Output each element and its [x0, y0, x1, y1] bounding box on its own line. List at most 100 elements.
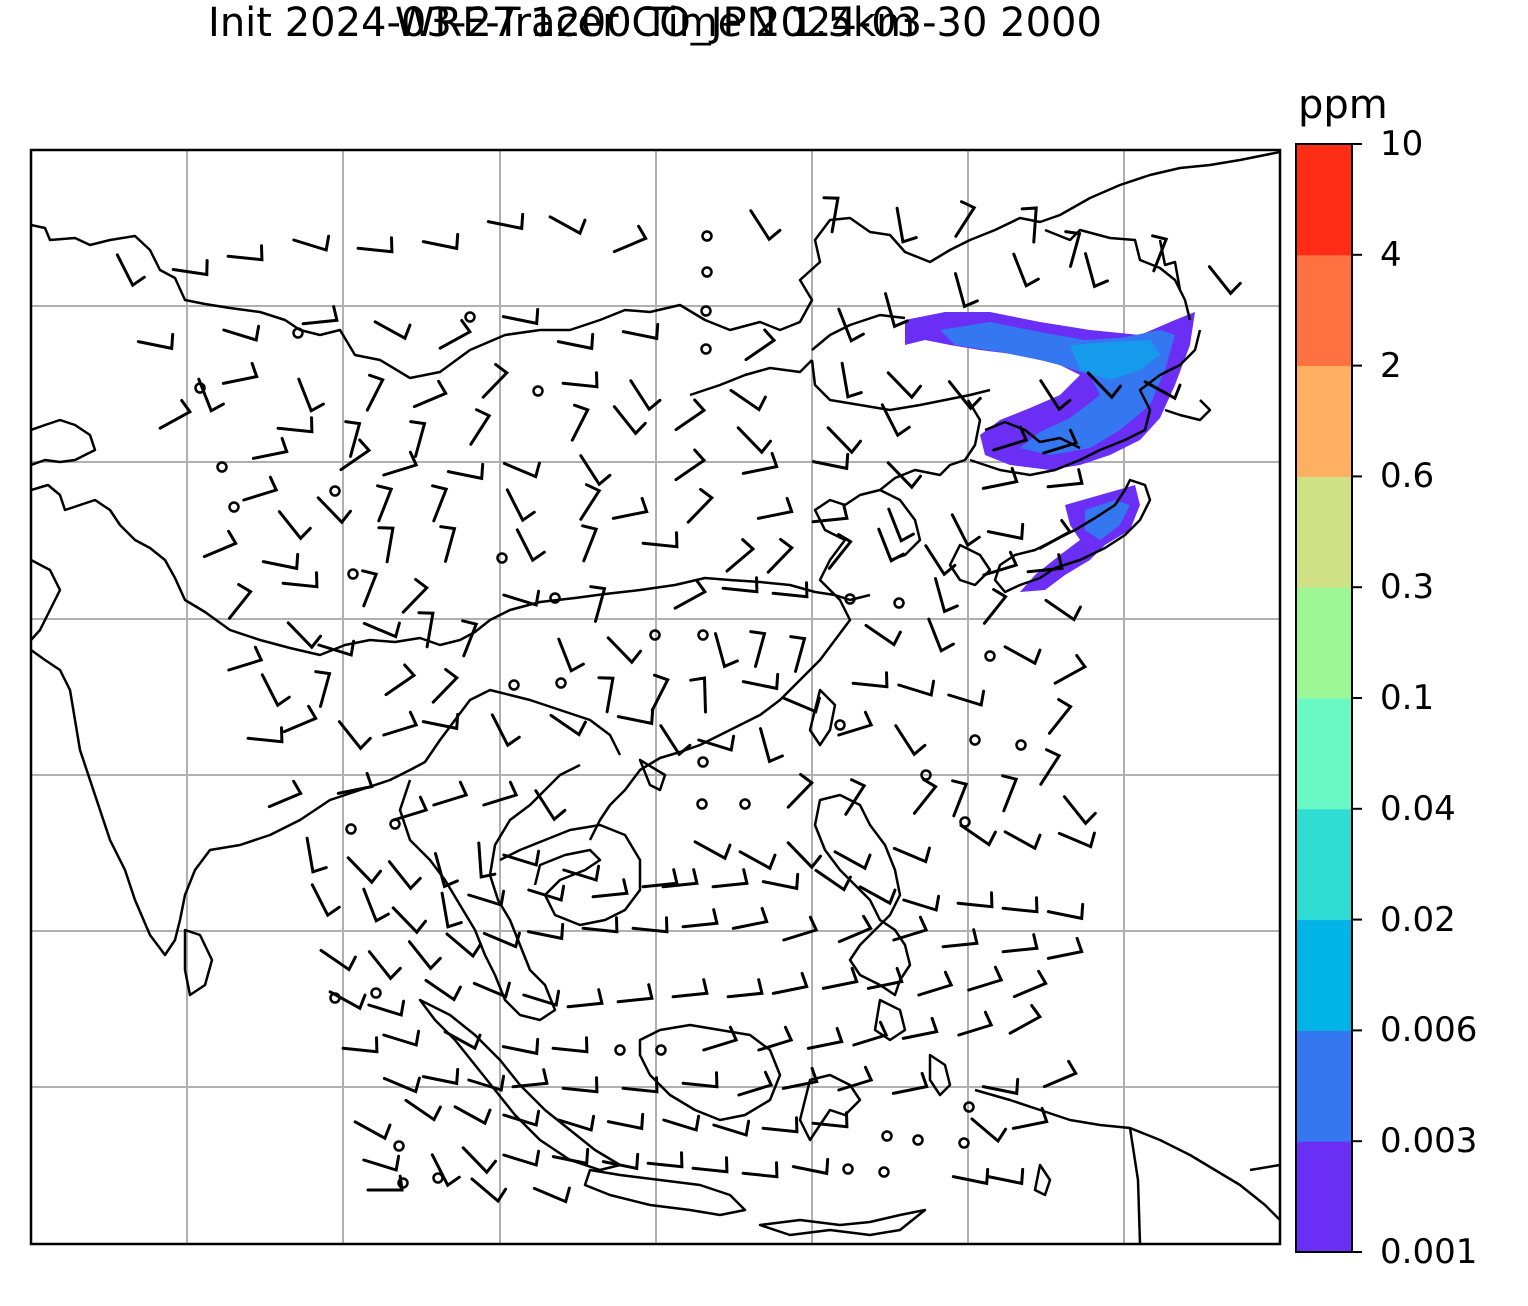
- calm-wind-circle: [555, 677, 567, 689]
- wind-barb: [891, 1071, 929, 1095]
- wind-barb: [886, 371, 922, 400]
- calm-wind-circle: [700, 305, 712, 317]
- wind-barb: [310, 883, 341, 918]
- wind-barb: [712, 1119, 751, 1137]
- wind-barb: [407, 940, 442, 971]
- wind-barb: [954, 272, 979, 309]
- wind-barb: [786, 841, 822, 870]
- colorbar-swatch: [1296, 1141, 1352, 1253]
- wind-barb: [697, 734, 736, 752]
- wind-barb: [782, 696, 821, 714]
- colorbar-tick-label: 0.6: [1380, 456, 1435, 497]
- wind-barb: [1046, 902, 1085, 921]
- wind-barb: [884, 292, 909, 329]
- wind-barb: [336, 771, 374, 795]
- wind-barb: [661, 868, 699, 889]
- wind-barb: [897, 679, 936, 697]
- wind-barb: [424, 978, 462, 1002]
- wind-barb: [467, 889, 506, 907]
- wind-barb: [421, 1067, 460, 1086]
- calm-wind-circle: [329, 485, 341, 497]
- calm-wind-circle: [649, 629, 661, 641]
- colorbar-swatch: [1296, 144, 1352, 256]
- colorbar: [1296, 143, 1362, 1253]
- wind-barb: [136, 332, 175, 351]
- wind-barb: [461, 619, 479, 658]
- wind-barb: [986, 522, 1025, 541]
- calm-circles: [194, 230, 1027, 1189]
- wind-barb: [781, 1066, 819, 1090]
- wind-barb: [376, 484, 394, 523]
- wind-barb: [1143, 380, 1182, 401]
- wind-barb: [606, 1112, 645, 1131]
- wind-barb: [1001, 933, 1039, 954]
- wind-barb: [482, 931, 521, 949]
- wind-barb: [1042, 428, 1079, 455]
- wind-barb: [970, 1117, 1008, 1144]
- wind-barb: [382, 710, 419, 737]
- wind-barb: [616, 707, 655, 726]
- wind-barb: [659, 724, 692, 757]
- wind-barb: [557, 637, 585, 673]
- wind-barb: [377, 526, 395, 564]
- calm-wind-circle: [1015, 739, 1027, 751]
- wind-barb: [301, 305, 339, 326]
- wind-barb: [366, 1174, 404, 1192]
- wind-barb: [837, 307, 865, 343]
- wind-barb: [895, 206, 918, 244]
- calm-wind-circle: [842, 1163, 854, 1175]
- co-tracer-plume: [905, 312, 1195, 592]
- wind-barb: [227, 645, 264, 672]
- wind-barb: [314, 670, 332, 708]
- wind-barb: [421, 232, 460, 251]
- wind-barb: [581, 524, 599, 563]
- colorbar-tick-label: 0.001: [1380, 1232, 1478, 1272]
- wind-barb: [601, 1152, 640, 1171]
- wind-barb: [261, 552, 300, 571]
- wind-barb: [551, 1147, 590, 1166]
- wind-barb: [840, 361, 863, 399]
- wind-barb: [1057, 831, 1096, 849]
- wind-barb: [902, 894, 941, 912]
- wind-barb: [1003, 645, 1042, 666]
- wind-barb: [951, 1167, 990, 1186]
- wind-barb: [202, 529, 238, 559]
- wind-barb: [814, 868, 852, 892]
- wind-barb: [967, 965, 1004, 992]
- wind-barb: [894, 724, 927, 757]
- wind-barb: [1044, 598, 1082, 622]
- wind-barb: [337, 720, 372, 751]
- wind-barb: [242, 475, 279, 502]
- wind-barb: [469, 408, 492, 446]
- wind-barb: [579, 483, 602, 521]
- wind-barb: [956, 891, 994, 909]
- calm-wind-circle: [844, 593, 856, 605]
- calm-wind-circle: [969, 734, 981, 746]
- wind-barb: [877, 527, 905, 563]
- wind-barb: [461, 1146, 497, 1175]
- wind-barb: [837, 710, 874, 737]
- wind-barb: [267, 779, 303, 809]
- wind-barb: [502, 849, 541, 867]
- wind-barb: [1001, 896, 1039, 914]
- colorbar-unit-label: ppm: [1298, 82, 1388, 128]
- graticule: [31, 150, 1280, 1244]
- wind-barb: [951, 779, 969, 818]
- colorbar-tick-label: 0.1: [1380, 678, 1435, 718]
- chart-title-line1: WRF-Tracer CO_JPN 1.5km: [394, 0, 916, 46]
- wind-barb: [726, 978, 764, 999]
- wind-barb: [851, 671, 889, 689]
- calm-wind-circle: [700, 343, 712, 355]
- wind-barb: [822, 196, 840, 234]
- wind-barb: [833, 850, 872, 871]
- calm-wind-circle: [920, 769, 932, 781]
- wind-barb: [477, 841, 497, 879]
- wind-barb: [481, 362, 510, 399]
- wind-barb: [892, 915, 929, 942]
- wind-barb: [741, 672, 780, 691]
- wind-barb: [292, 234, 331, 252]
- wind-barb: [611, 496, 649, 520]
- wind-barb: [1046, 468, 1084, 489]
- calm-wind-circle: [696, 798, 708, 810]
